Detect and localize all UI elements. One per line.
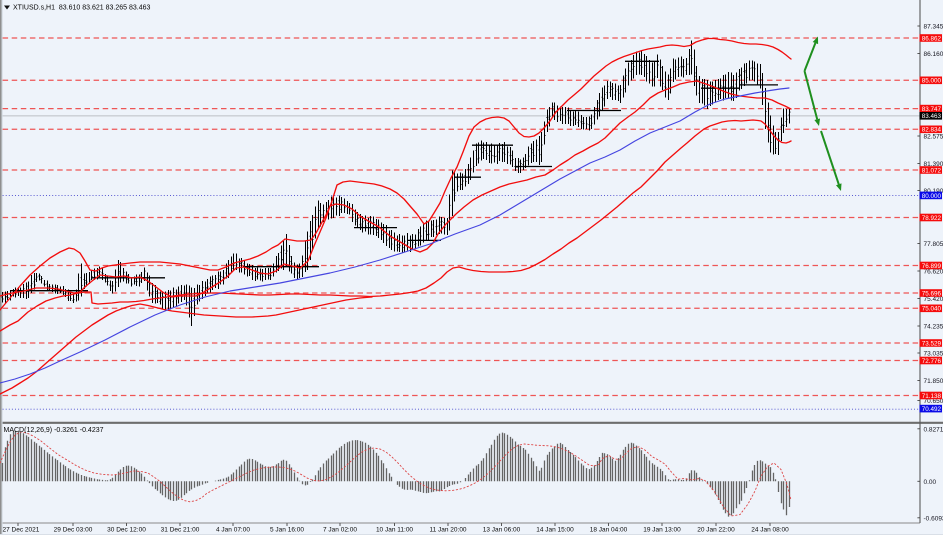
svg-text:4 Jan 07:00: 4 Jan 07:00	[216, 526, 250, 533]
svg-text:70.492: 70.492	[922, 406, 942, 413]
svg-text:86.160: 86.160	[924, 51, 943, 58]
svg-text:0.8271: 0.8271	[924, 426, 943, 433]
svg-text:75.040: 75.040	[922, 306, 942, 313]
svg-text:82.834: 82.834	[922, 127, 942, 134]
svg-text:MACD(12,26,9) -0.3261 -0.4237: MACD(12,26,9) -0.3261 -0.4237	[4, 427, 104, 434]
svg-text:19 Jan 13:00: 19 Jan 13:00	[643, 526, 681, 533]
svg-text:70.650: 70.650	[924, 398, 943, 405]
svg-text:80.190: 80.190	[924, 188, 943, 195]
svg-text:10 Jan 11:00: 10 Jan 11:00	[376, 526, 413, 533]
svg-text:75.420: 75.420	[924, 296, 943, 303]
svg-text:29 Dec 03:00: 29 Dec 03:00	[54, 526, 93, 533]
svg-text:77.805: 77.805	[924, 241, 943, 248]
svg-text:74.235: 74.235	[924, 324, 943, 331]
svg-text:14 Jan 15:00: 14 Jan 15:00	[536, 526, 574, 533]
svg-text:11 Jan 20:00: 11 Jan 20:00	[429, 526, 466, 533]
svg-text:0.00: 0.00	[924, 479, 937, 486]
svg-text:82.575: 82.575	[924, 134, 943, 141]
svg-text:86.862: 86.862	[922, 35, 942, 42]
svg-text:27 Dec 2021: 27 Dec 2021	[3, 526, 40, 533]
svg-text:71.850: 71.850	[924, 378, 943, 385]
svg-text:24 Jan 08:00: 24 Jan 08:00	[751, 526, 789, 533]
svg-text:7 Jan 02:00: 7 Jan 02:00	[323, 526, 357, 533]
svg-text:18 Jan 04:00: 18 Jan 04:00	[590, 526, 628, 533]
svg-text:30 Dec 12:00: 30 Dec 12:00	[107, 526, 146, 533]
svg-text:72.776: 72.776	[922, 358, 942, 365]
svg-text:80.000: 80.000	[922, 193, 942, 200]
svg-text:85.000: 85.000	[922, 78, 942, 85]
svg-text:XTIUSD.s,H1 83.610 83.621 83.: XTIUSD.s,H1 83.610 83.621 83.265 83.463	[13, 5, 150, 12]
svg-text:73.529: 73.529	[922, 340, 942, 347]
svg-text:-0.6093: -0.6093	[924, 515, 943, 522]
svg-text:81.072: 81.072	[922, 167, 942, 174]
svg-text:81.390: 81.390	[924, 161, 943, 168]
svg-text:31 Dec 21:00: 31 Dec 21:00	[161, 526, 200, 533]
svg-text:76.899: 76.899	[922, 263, 942, 270]
svg-text:20 Jan 22:00: 20 Jan 22:00	[697, 526, 735, 533]
svg-text:13 Jan 06:00: 13 Jan 06:00	[483, 526, 521, 533]
svg-text:87.345: 87.345	[924, 24, 943, 31]
svg-text:83.747: 83.747	[922, 106, 942, 113]
svg-text:75.696: 75.696	[922, 290, 942, 297]
svg-text:76.620: 76.620	[924, 269, 943, 276]
svg-text:5 Jan 16:00: 5 Jan 16:00	[270, 526, 304, 533]
svg-text:78.922: 78.922	[922, 215, 942, 222]
svg-text:83.463: 83.463	[922, 113, 942, 120]
svg-text:71.138: 71.138	[922, 393, 942, 400]
svg-text:73.035: 73.035	[924, 351, 943, 358]
